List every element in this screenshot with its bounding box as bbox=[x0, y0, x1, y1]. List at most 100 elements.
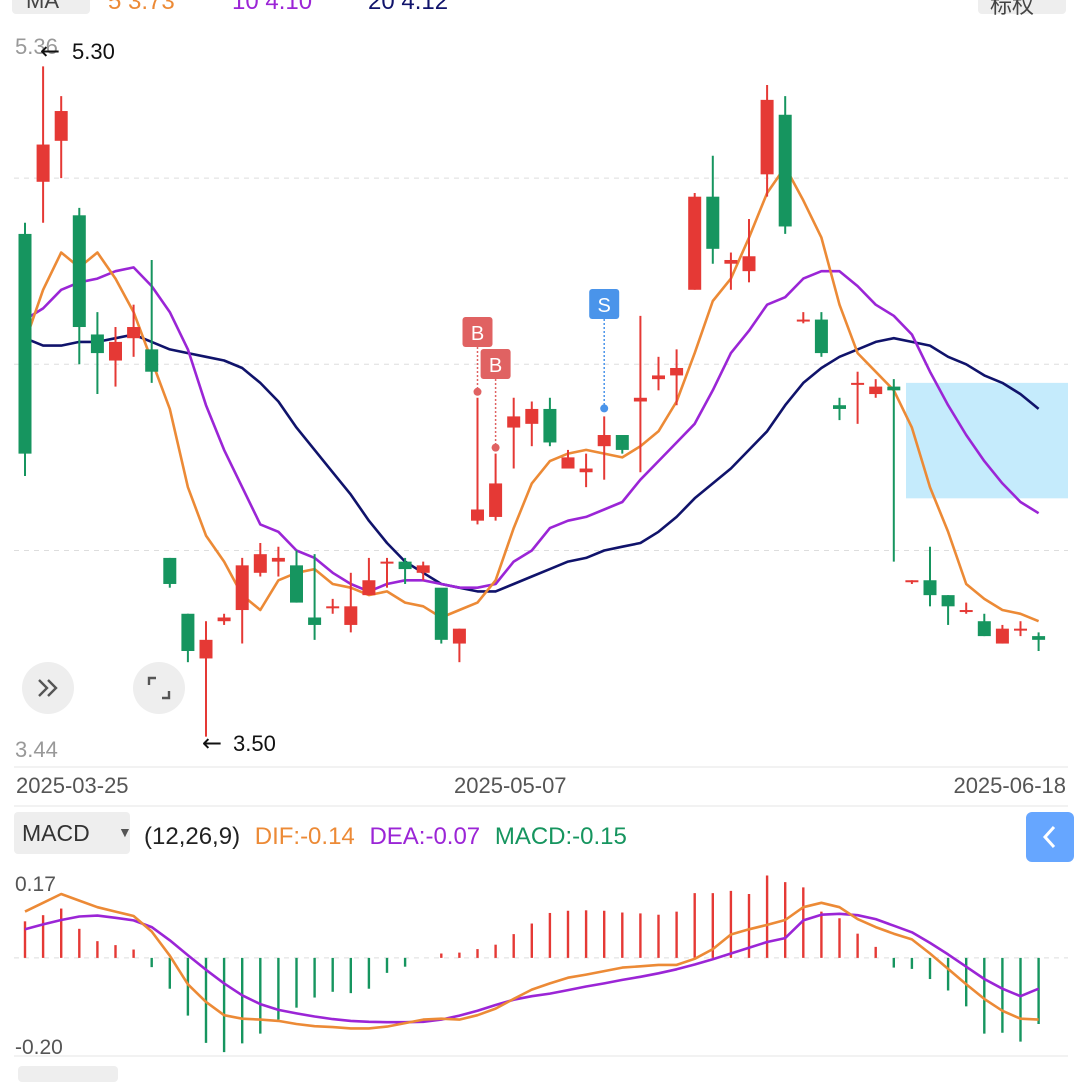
macd-axis-max-label: 0.17 bbox=[15, 873, 56, 896]
macd-value: MACD:-0.15 bbox=[495, 823, 627, 850]
candle-up bbox=[652, 375, 665, 380]
candle-down bbox=[923, 580, 937, 596]
macd-histogram bbox=[23, 875, 1040, 1053]
marker-label: S bbox=[598, 295, 611, 317]
candle-up bbox=[489, 483, 503, 517]
low-marker-value: 3.50 bbox=[233, 731, 276, 756]
candle-up bbox=[127, 327, 141, 339]
date-label-end: 2025-06-18 bbox=[953, 773, 1066, 798]
marker-box bbox=[480, 349, 511, 379]
candle-up bbox=[561, 457, 575, 469]
indicator-selector-label: MACD bbox=[22, 820, 90, 846]
candle-down bbox=[18, 233, 32, 454]
candle-down bbox=[814, 319, 828, 354]
candle-down bbox=[434, 587, 448, 640]
date-label-mid: 2025-05-07 bbox=[454, 773, 567, 798]
candle-up bbox=[869, 386, 883, 395]
indicator-selector[interactable]: MACD ▼ bbox=[14, 812, 132, 854]
candle-down bbox=[72, 215, 86, 328]
low-marker-arrow: ← bbox=[202, 729, 222, 757]
candle-up bbox=[633, 397, 647, 402]
ma-selector-button[interactable]: MA bbox=[12, 0, 90, 14]
dea-value: DEA:-0.07 bbox=[369, 823, 480, 850]
chevron-left-icon bbox=[1042, 825, 1056, 849]
ma10-line bbox=[24, 266, 1040, 593]
fullscreen-button[interactable] bbox=[133, 662, 185, 714]
candle-down bbox=[977, 621, 991, 637]
ma5-line bbox=[23, 165, 1040, 623]
trade-markers: BB S bbox=[462, 289, 620, 452]
candle-down bbox=[543, 408, 557, 443]
marker-box bbox=[589, 289, 620, 319]
expand-button[interactable] bbox=[22, 662, 74, 714]
low-marker: ← 3.50 bbox=[202, 729, 276, 757]
candle-up bbox=[995, 628, 1009, 644]
candle-up bbox=[851, 382, 865, 385]
candle-up bbox=[688, 196, 702, 290]
marker-label: B bbox=[489, 355, 502, 377]
price-axis-max-label: 5.36 bbox=[15, 34, 58, 59]
candle-up bbox=[471, 509, 484, 521]
caret-down-icon: ▼ bbox=[118, 824, 132, 840]
marker-dot bbox=[600, 404, 609, 413]
high-marker-arrow: ← bbox=[40, 37, 60, 65]
candle-down bbox=[833, 405, 846, 409]
candlesticks bbox=[18, 66, 1046, 737]
adjust-button[interactable]: 标权 bbox=[978, 0, 1066, 16]
candle-down bbox=[398, 561, 412, 570]
candle-up bbox=[579, 468, 593, 473]
candle-down bbox=[163, 557, 177, 584]
candle-up bbox=[742, 256, 756, 272]
dif-value: DIF:-0.14 bbox=[255, 823, 355, 850]
ma20-line bbox=[24, 333, 1040, 593]
candle-up bbox=[760, 99, 774, 175]
ma-selector-label: MA bbox=[26, 0, 59, 13]
candle-up bbox=[959, 610, 973, 613]
candle-up bbox=[905, 580, 919, 583]
bottom-tab[interactable] bbox=[18, 1066, 118, 1082]
candle-down bbox=[887, 386, 901, 391]
candle-up bbox=[235, 565, 249, 611]
marker-box bbox=[462, 317, 493, 347]
candle-up bbox=[1014, 628, 1027, 631]
candle-up bbox=[597, 435, 611, 447]
candle-up bbox=[344, 606, 358, 625]
ma5-legend: 5 3.73 bbox=[108, 0, 175, 15]
candle-up bbox=[796, 319, 810, 322]
candle-down bbox=[145, 349, 159, 372]
candle-up bbox=[380, 561, 394, 564]
marker-dot bbox=[473, 387, 482, 396]
candle-down bbox=[941, 595, 955, 607]
ma20-legend: 20 4.12 bbox=[368, 0, 449, 15]
marker-label: B bbox=[471, 323, 484, 345]
candle-up bbox=[724, 259, 738, 264]
candle-down bbox=[706, 196, 720, 249]
price-axis-min-label: 3.44 bbox=[15, 737, 58, 762]
collapse-panel-button[interactable] bbox=[1026, 812, 1074, 862]
high-marker: ← 5.30 bbox=[40, 37, 115, 65]
macd-gridlines bbox=[14, 957, 1068, 1057]
marker-dot bbox=[491, 443, 500, 452]
candle-down bbox=[778, 114, 792, 227]
candle-up bbox=[362, 580, 376, 596]
high-marker-value: 5.30 bbox=[72, 39, 115, 64]
adjust-button-label: 标权 bbox=[990, 0, 1035, 16]
candle-up bbox=[54, 111, 68, 141]
candle-up bbox=[253, 554, 267, 573]
candle-down bbox=[90, 334, 104, 354]
candle-up bbox=[271, 557, 285, 562]
candle-up bbox=[109, 341, 122, 361]
ma10-legend: 10 4.10 bbox=[232, 0, 313, 15]
candle-down bbox=[1032, 636, 1046, 640]
candle-down bbox=[615, 435, 629, 450]
dea-line bbox=[24, 912, 1040, 1024]
moving-average-lines bbox=[23, 165, 1040, 623]
candle-up bbox=[670, 367, 684, 376]
candle-up bbox=[217, 617, 231, 622]
dif-line bbox=[24, 892, 1039, 1030]
candle-up bbox=[326, 606, 340, 609]
candle-down bbox=[308, 617, 322, 625]
highlight-zone bbox=[906, 382, 1068, 499]
candle-down bbox=[290, 565, 303, 603]
